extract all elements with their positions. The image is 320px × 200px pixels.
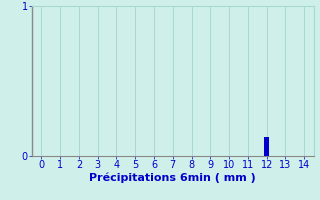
- X-axis label: Précipitations 6min ( mm ): Précipitations 6min ( mm ): [89, 173, 256, 183]
- Bar: [264, 137, 269, 156]
